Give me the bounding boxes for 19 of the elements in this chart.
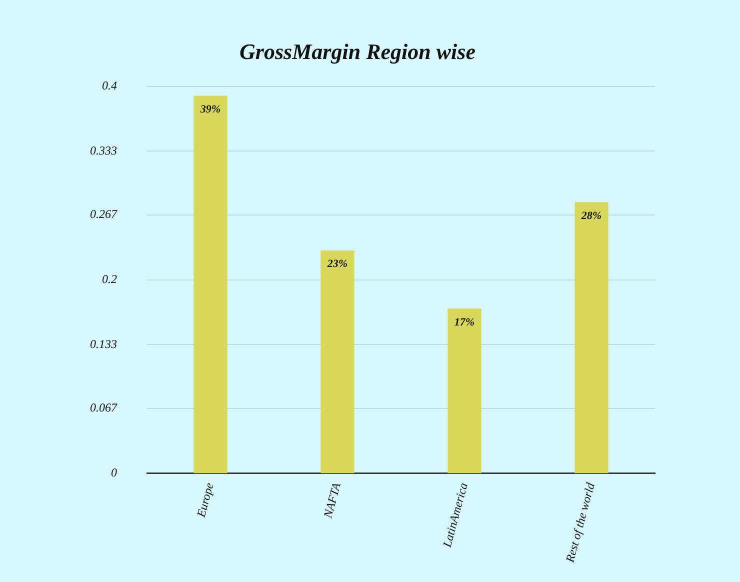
y-tick-label: 0.067 bbox=[90, 400, 118, 415]
y-tick-label: 0.2 bbox=[102, 272, 117, 286]
x-tick-label: Europe bbox=[194, 480, 217, 520]
y-tick-label: 0.133 bbox=[90, 336, 117, 351]
y-tick-label: 0.267 bbox=[90, 207, 118, 222]
y-tick-label: 0.4 bbox=[102, 78, 117, 93]
data-label: 39% bbox=[199, 103, 221, 116]
y-tick-label: 0 bbox=[111, 466, 117, 480]
bar bbox=[574, 202, 608, 474]
bar bbox=[448, 308, 482, 474]
y-tick-label: 0.333 bbox=[90, 143, 117, 158]
chart-title: GrossMargin Region wise bbox=[240, 38, 476, 64]
bar bbox=[194, 96, 228, 474]
data-label: 23% bbox=[326, 258, 348, 270]
data-label: 17% bbox=[454, 316, 475, 328]
x-tick-label: Rest of the world bbox=[562, 480, 598, 565]
bar bbox=[320, 250, 354, 474]
x-tick-label: NAFTA bbox=[320, 480, 344, 520]
data-label: 28% bbox=[580, 210, 602, 222]
